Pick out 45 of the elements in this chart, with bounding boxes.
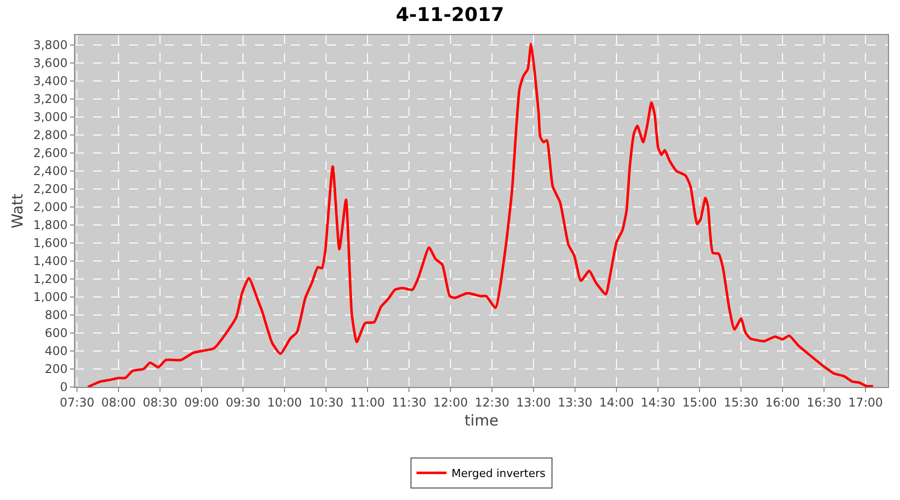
x-tick-label: 14:30 <box>640 395 676 410</box>
x-tick-label: 09:30 <box>226 395 260 410</box>
y-tick-label: 1,400 <box>33 254 68 268</box>
y-tick-label: 2,400 <box>33 164 68 178</box>
x-tick-label: 08:00 <box>101 395 136 410</box>
x-tick-label: 08:30 <box>142 395 178 410</box>
x-tick-label: 15:00 <box>682 395 717 410</box>
x-tick-label: 16:00 <box>765 395 800 410</box>
x-tick-label: 13:00 <box>516 395 551 410</box>
x-tick-label: 14:00 <box>599 395 634 410</box>
y-tick-label: 3,200 <box>33 92 68 106</box>
x-tick-label: 10:30 <box>308 395 344 410</box>
x-tick-label: 17:00 <box>848 395 883 410</box>
y-tick-label: 1,800 <box>33 218 68 232</box>
y-tick-label: 3,000 <box>33 110 68 124</box>
chart-title: 4-11-2017 <box>396 4 504 26</box>
y-tick-label: 3,400 <box>33 74 68 88</box>
x-tick-label: 10:00 <box>267 395 302 410</box>
y-tick-label: 1,000 <box>33 290 68 304</box>
y-tick-label: 2,800 <box>33 128 68 142</box>
line-series <box>86 42 874 387</box>
y-tick-label: 1,600 <box>33 236 68 250</box>
y-tick-label: 400 <box>44 344 68 358</box>
x-tick-label: 13:30 <box>558 395 592 410</box>
y-tick-label: 2,000 <box>33 200 68 214</box>
y-axis-title: Watt <box>8 193 26 228</box>
x-tick-label: 15:30 <box>724 395 758 410</box>
y-tick-label: 0 <box>60 380 68 394</box>
y-tick-label: 1,200 <box>33 272 68 286</box>
x-tick-label: 12:00 <box>433 395 468 410</box>
x-tick-label: 09:00 <box>184 395 219 410</box>
x-tick-label: 07:30 <box>60 395 94 410</box>
y-tick-label: 200 <box>44 362 68 376</box>
x-tick-label: 12:30 <box>474 395 510 410</box>
x-tick-label: 11:30 <box>392 395 426 410</box>
y-tick-label: 3,600 <box>33 56 68 70</box>
x-tick-label: 16:30 <box>806 395 842 410</box>
y-tick-label: 800 <box>44 308 68 322</box>
x-tick-label: 11:00 <box>350 395 385 410</box>
legend-label: Merged inverters <box>452 467 546 480</box>
y-tick-label: 3,800 <box>33 38 68 52</box>
y-tick-label: 600 <box>44 326 68 340</box>
y-tick-label: 2,200 <box>33 182 68 196</box>
x-axis-title: time <box>464 411 498 430</box>
y-tick-label: 2,600 <box>33 146 68 160</box>
